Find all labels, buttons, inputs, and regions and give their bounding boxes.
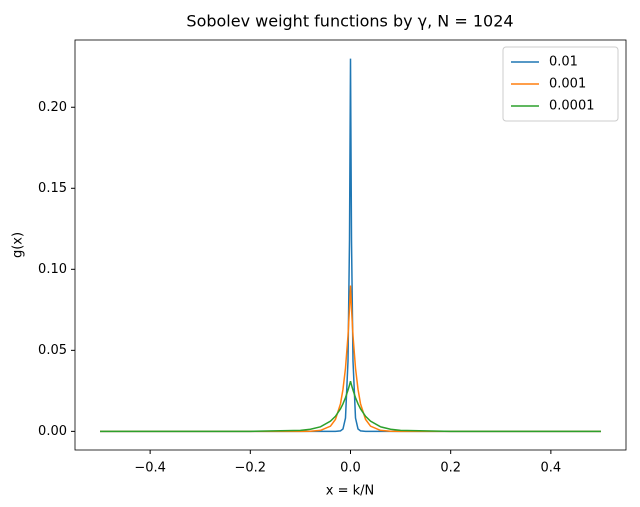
y-tick-label: 0.00	[38, 424, 67, 439]
y-axis-label: g(x)	[11, 232, 26, 258]
y-tick-label: 0.20	[38, 100, 67, 115]
legend-box	[502, 46, 619, 122]
plot-frame	[74, 39, 627, 451]
y-tick-label: 0.15	[38, 181, 67, 196]
x-tick-label: 0.4	[541, 461, 562, 476]
x-axis-label: x = k/N	[326, 484, 374, 499]
legend-label: 0.01	[549, 55, 578, 70]
legend-label: 0.001	[549, 77, 586, 92]
legend-label: 0.0001	[549, 99, 595, 114]
y-tick-label: 0.05	[38, 343, 67, 358]
y-tick-label: 0.10	[38, 262, 67, 277]
series-line	[100, 380, 601, 433]
chart-title: Sobolev weight functions by γ, N = 1024	[186, 12, 513, 31]
series-line	[100, 58, 601, 433]
x-tick-label: 0.0	[340, 461, 361, 476]
x-tick-label: 0.2	[440, 461, 461, 476]
x-tick-label: −0.2	[235, 461, 267, 476]
series-line	[100, 285, 601, 433]
x-tick-label: −0.4	[134, 461, 166, 476]
